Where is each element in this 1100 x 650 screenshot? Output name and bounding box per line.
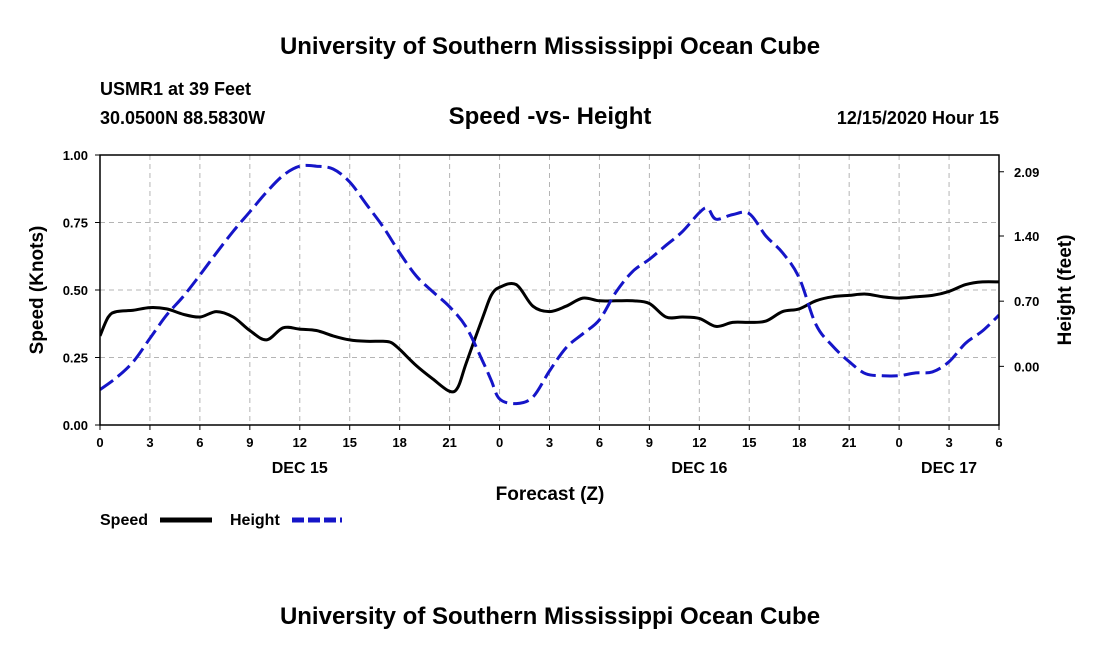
legend-speed-label: Speed xyxy=(100,512,148,529)
x-tick-label: 6 xyxy=(995,435,1002,450)
day-label: DEC 17 xyxy=(921,460,977,477)
day-labels: DEC 15 DEC 16 DEC 17 xyxy=(272,460,977,477)
y-right-tick-label: 1.40 xyxy=(1014,229,1039,244)
series-lines xyxy=(100,163,999,406)
y-ticks-right: 0.00 0.70 1.40 2.09 xyxy=(999,165,1039,374)
footer-title: University of Southern Mississippi Ocean… xyxy=(280,603,820,630)
y-right-tick-label: 0.70 xyxy=(1014,294,1039,309)
page-title: University of Southern Mississippi Ocean… xyxy=(280,33,820,60)
chart-title: Speed -vs- Height xyxy=(449,103,652,130)
y-right-tick-label: 0.00 xyxy=(1014,359,1039,374)
legend-height-label: Height xyxy=(230,512,280,529)
day-label: DEC 16 xyxy=(671,460,727,477)
y-axis-label-right: Height (feet) xyxy=(1055,235,1076,346)
station-label: USMR1 at 39 Feet xyxy=(100,79,251,99)
date-label: 12/15/2020 Hour 15 xyxy=(837,108,999,128)
x-tick-label: 18 xyxy=(392,435,406,450)
x-tick-label: 3 xyxy=(546,435,553,450)
x-tick-label: 15 xyxy=(742,435,756,450)
series-line-speed xyxy=(100,280,999,394)
y-ticks-left: 0.00 0.25 0.50 0.75 1.00 xyxy=(63,148,100,433)
x-tick-label: 0 xyxy=(895,435,902,450)
grid xyxy=(100,155,999,425)
x-tick-label: 18 xyxy=(792,435,806,450)
y-left-tick-label: 1.00 xyxy=(63,148,88,163)
y-left-tick-label: 0.25 xyxy=(63,351,88,366)
x-tick-label: 12 xyxy=(293,435,307,450)
x-tick-label: 15 xyxy=(342,435,356,450)
x-tick-label: 9 xyxy=(646,435,653,450)
series-line-height xyxy=(100,163,999,406)
y-left-tick-label: 0.00 xyxy=(63,418,88,433)
x-tick-label: 0 xyxy=(496,435,503,450)
y-axis-label-left: Speed (Knots) xyxy=(27,226,48,355)
x-tick-label: 6 xyxy=(596,435,603,450)
day-label: DEC 15 xyxy=(272,460,328,477)
coordinates-label: 30.0500N 88.5830W xyxy=(100,108,265,128)
x-tick-label: 6 xyxy=(196,435,203,450)
x-ticks: 0 3 6 9 12 15 18 21 0 3 6 9 12 15 18 21 0 3 6 xyxy=(96,425,1003,450)
y-left-tick-label: 0.50 xyxy=(63,283,88,298)
x-tick-label: 21 xyxy=(842,435,856,450)
y-left-tick-label: 0.75 xyxy=(63,216,88,231)
x-tick-label: 3 xyxy=(146,435,153,450)
x-axis-label: Forecast (Z) xyxy=(496,484,605,505)
y-right-tick-label: 2.09 xyxy=(1014,165,1039,180)
x-tick-label: 3 xyxy=(945,435,952,450)
legend: Speed Height xyxy=(100,512,342,529)
x-tick-label: 21 xyxy=(442,435,456,450)
x-tick-label: 0 xyxy=(96,435,103,450)
x-tick-label: 12 xyxy=(692,435,706,450)
x-tick-label: 9 xyxy=(246,435,253,450)
